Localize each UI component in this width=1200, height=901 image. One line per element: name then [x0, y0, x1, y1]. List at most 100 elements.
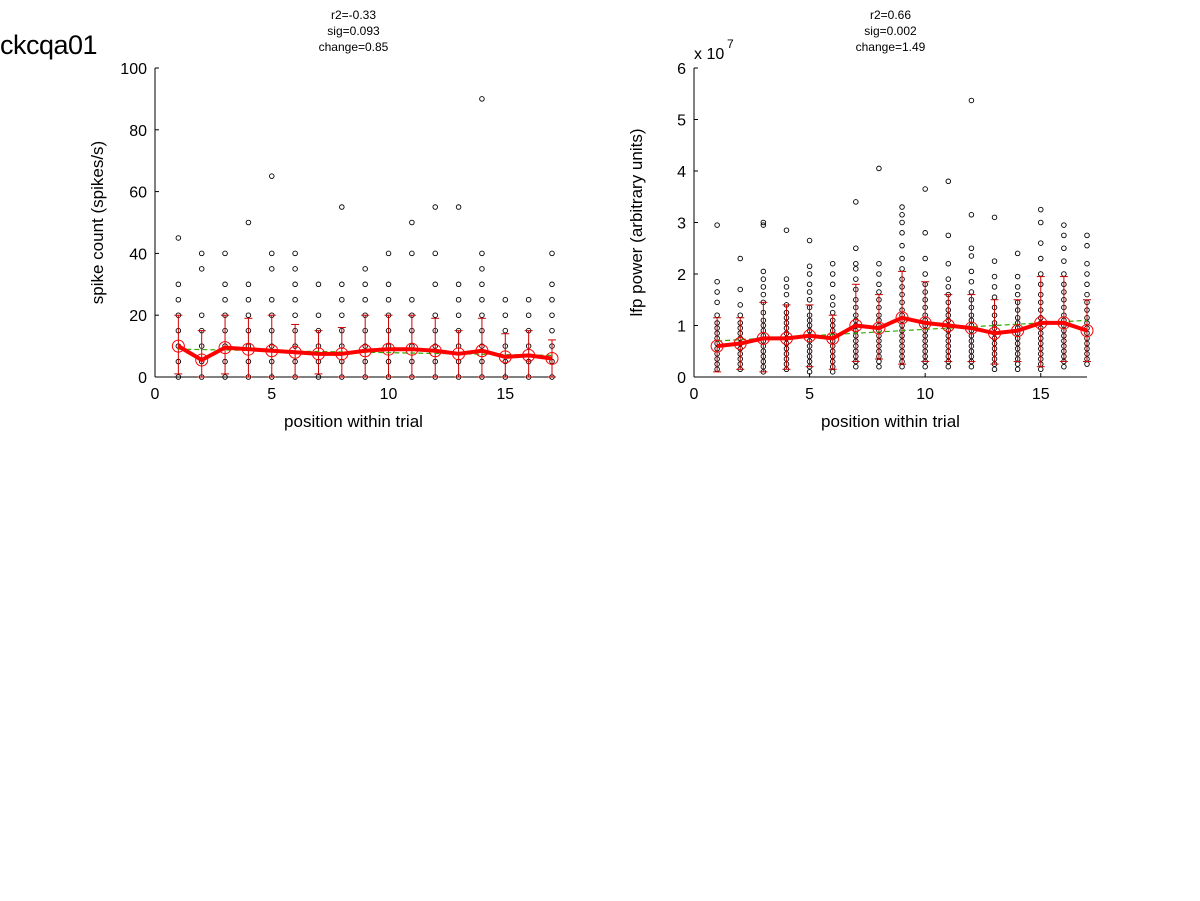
data-point — [455, 297, 462, 303]
data-point — [853, 276, 859, 282]
y-tick-label: 0 — [677, 370, 686, 387]
data-point — [549, 297, 555, 303]
data-point — [737, 255, 743, 262]
mean-line — [716, 315, 1088, 349]
data-point — [1061, 258, 1067, 264]
data-point — [455, 204, 462, 210]
y-tick-label: 80 — [129, 123, 147, 140]
data-point — [737, 302, 743, 308]
data-point — [1061, 245, 1067, 251]
data-point — [198, 312, 205, 318]
data-point — [783, 284, 790, 290]
data-point — [245, 312, 252, 318]
data-point — [455, 312, 462, 318]
x-axis-label: position within trial — [821, 412, 960, 431]
data-point — [783, 291, 790, 298]
data-point — [760, 268, 767, 275]
data-point — [806, 263, 813, 270]
data-point — [245, 297, 252, 303]
x-tick-label: 15 — [496, 386, 514, 403]
data-point — [175, 281, 182, 288]
data-point — [549, 327, 555, 334]
data-point — [945, 260, 952, 267]
data-point — [432, 204, 438, 210]
mean-marker — [171, 339, 185, 353]
data-point — [806, 297, 813, 303]
mean-marker — [265, 344, 279, 358]
data-point — [714, 278, 720, 285]
mean-marker — [311, 347, 325, 361]
x-tick-label: 10 — [916, 386, 934, 403]
y-axis-label: lfp power (arbitrary units) — [627, 128, 646, 316]
mean-marker — [1011, 324, 1025, 338]
data-point — [339, 281, 345, 288]
data-point — [945, 178, 952, 185]
mean-marker — [988, 326, 1002, 340]
y-tick-label: 40 — [129, 246, 147, 263]
data-point — [362, 281, 368, 288]
data-point — [853, 245, 859, 251]
chart-title-line: r2=-0.33 — [331, 8, 376, 22]
data-point — [760, 284, 767, 290]
mean-marker — [498, 350, 512, 364]
data-point — [899, 219, 905, 226]
data-point — [899, 363, 905, 370]
y-tick-label: 3 — [677, 216, 686, 233]
data-point — [245, 281, 252, 288]
data-point — [783, 227, 790, 233]
data-point — [222, 297, 228, 303]
x-tick-label: 0 — [151, 386, 160, 403]
data-point — [362, 297, 368, 303]
data-point — [479, 96, 485, 102]
data-point — [1014, 361, 1021, 367]
data-point — [175, 297, 182, 303]
data-point — [829, 309, 836, 316]
chart-title-line: sig=0.093 — [327, 24, 380, 38]
data-point — [502, 297, 509, 303]
mean-marker — [522, 348, 536, 362]
data-point — [1084, 232, 1090, 239]
trend-line — [717, 319, 1088, 342]
data-point — [385, 250, 392, 257]
data-point — [922, 230, 928, 236]
data-point — [1084, 271, 1090, 277]
y-axis-exponent-label: x 10 — [694, 46, 724, 63]
data-point — [968, 212, 975, 218]
data-point — [385, 297, 392, 303]
y-tick-label: 1 — [677, 319, 686, 336]
data-point — [1014, 291, 1021, 298]
mean-marker — [475, 344, 489, 358]
data-point — [806, 271, 813, 277]
data-point — [409, 297, 415, 303]
data-point — [432, 281, 438, 288]
figure-title: ckcqa01 — [0, 30, 98, 60]
data-point — [1038, 240, 1044, 246]
mean-marker — [826, 331, 840, 345]
data-point — [292, 312, 298, 318]
data-point — [479, 297, 485, 303]
y-axis-label: spike count (spikes/s) — [88, 141, 107, 304]
mean-marker — [872, 321, 886, 335]
mean-marker — [428, 344, 442, 358]
data-point — [991, 284, 998, 290]
mean-marker — [452, 347, 466, 361]
data-point — [806, 369, 813, 375]
data-point — [1014, 284, 1021, 290]
data-point — [198, 266, 205, 272]
data-point — [714, 222, 720, 228]
data-point — [991, 258, 998, 264]
data-point — [945, 284, 952, 290]
data-point — [945, 276, 952, 282]
mean-marker — [918, 316, 932, 330]
data-point — [479, 312, 485, 318]
mean-marker — [733, 337, 747, 351]
data-point — [899, 255, 905, 262]
chart-title-line: sig=0.002 — [864, 24, 917, 38]
data-point — [760, 291, 767, 298]
data-point — [737, 312, 743, 318]
data-point — [991, 214, 998, 221]
data-point — [806, 289, 813, 295]
data-point — [339, 312, 345, 318]
data-point — [922, 363, 928, 370]
